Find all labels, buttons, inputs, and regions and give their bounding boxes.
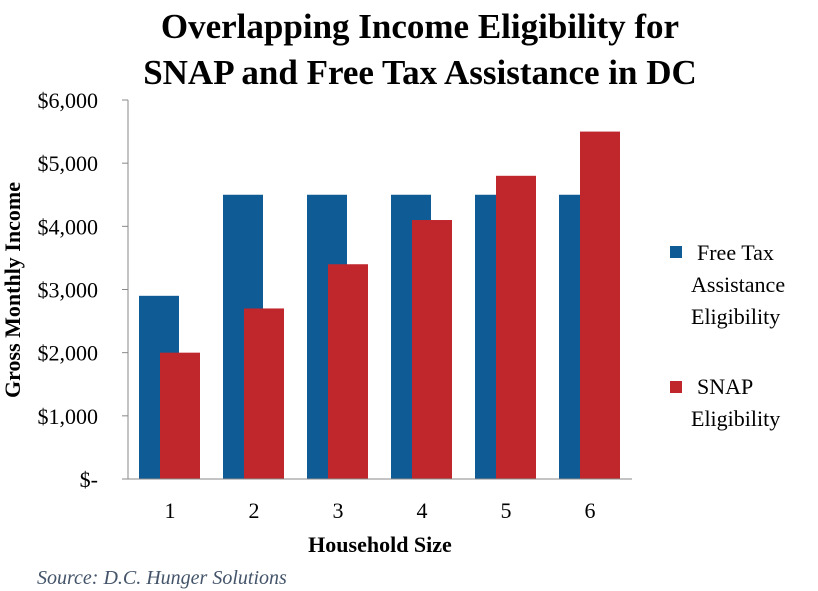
- bar-snap: [160, 352, 200, 479]
- bars-group: [139, 131, 620, 480]
- x-axis-ticks: 1 2 3 4 5 6: [165, 498, 596, 523]
- y-tick-label: $-: [80, 467, 98, 492]
- legend-label-snap-line-1: SNAP: [697, 374, 753, 399]
- legend-swatch-free-tax: [670, 246, 682, 258]
- x-tick-label: 3: [333, 498, 344, 523]
- chart-title-line-2: SNAP and Free Tax Assistance in DC: [143, 53, 697, 92]
- legend-label-free-tax-line-1: Free Tax: [697, 240, 774, 265]
- y-axis-title: Gross Monthly Income: [0, 182, 25, 398]
- y-tick-label: $5,000: [38, 151, 99, 176]
- legend-swatch-snap: [670, 381, 682, 393]
- bar-snap: [496, 175, 536, 480]
- x-tick-label: 2: [249, 498, 260, 523]
- x-axis-title: Household Size: [308, 532, 452, 557]
- y-tick-label: $2,000: [38, 341, 99, 366]
- legend-label-free-tax-line-3: Eligibility: [691, 304, 780, 329]
- bar-snap: [328, 264, 368, 479]
- legend-label-free-tax-line-2: Assistance: [691, 272, 785, 297]
- chart-title-line-1: Overlapping Income Eligibility for: [161, 7, 679, 46]
- x-tick-label: 5: [501, 498, 512, 523]
- y-tick-label: $4,000: [38, 214, 99, 239]
- x-tick-label: 4: [417, 498, 428, 523]
- y-tick-label: $1,000: [38, 404, 99, 429]
- source-note: Source: D.C. Hunger Solutions: [37, 567, 287, 589]
- bar-snap: [244, 308, 284, 479]
- x-tick-label: 6: [585, 498, 596, 523]
- x-tick-label: 1: [165, 498, 176, 523]
- legend: Free Tax Assistance Eligibility SNAP Eli…: [670, 240, 785, 431]
- y-tick-label: $6,000: [38, 88, 99, 113]
- y-axis-ticks: $- $1,000 $2,000 $3,000 $4,000 $5,000 $6,000: [38, 88, 128, 492]
- y-tick-label: $3,000: [38, 278, 99, 303]
- legend-label-snap-line-2: Eligibility: [691, 406, 780, 431]
- bar-snap: [580, 131, 620, 480]
- bar-snap: [412, 220, 452, 479]
